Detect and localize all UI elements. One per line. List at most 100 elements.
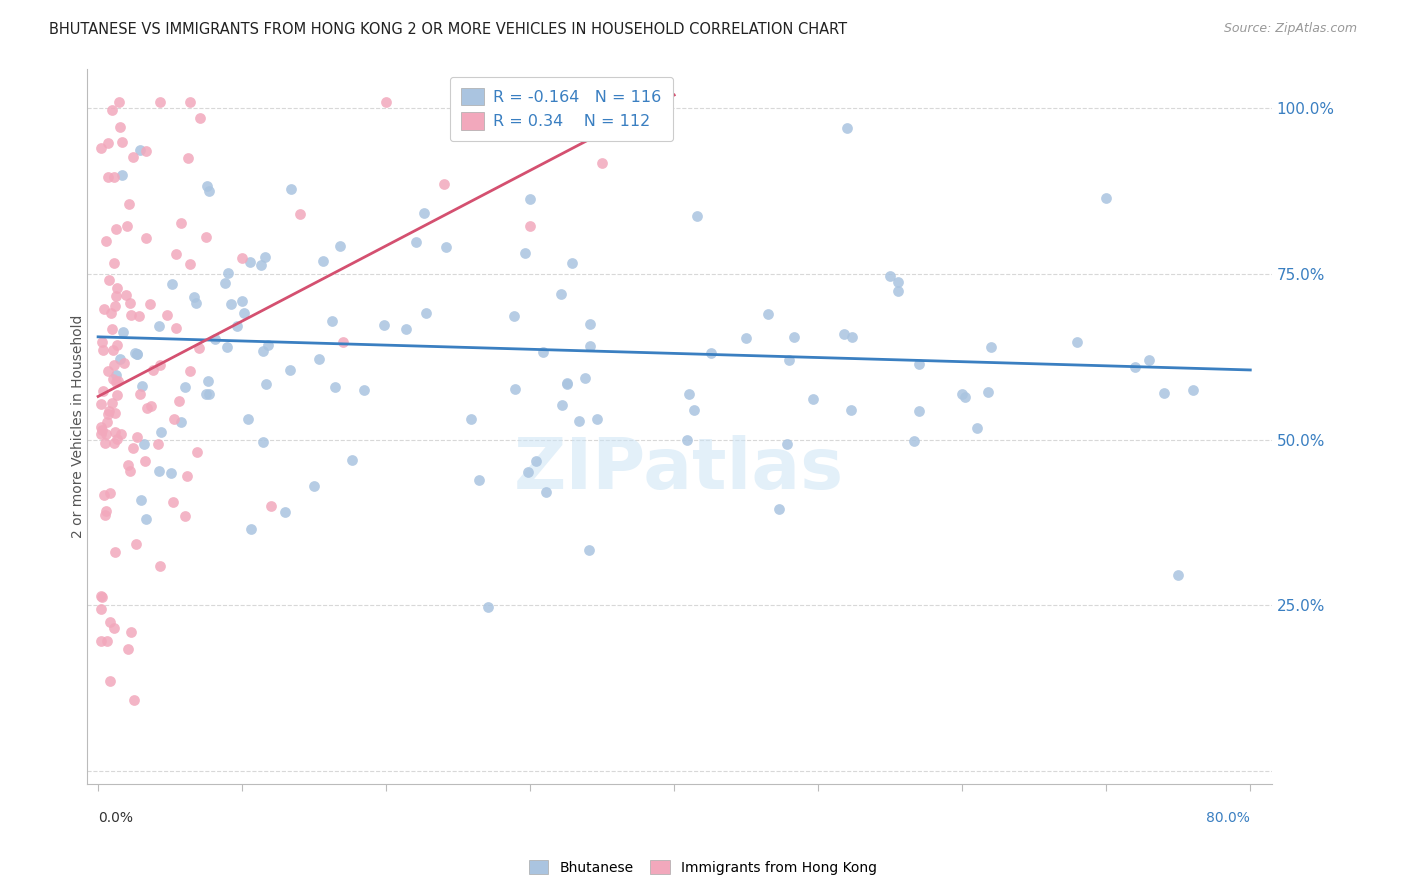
Point — [93, 488, 115, 502]
Point — [254, 376, 277, 391]
Point — [574, 371, 596, 385]
Point — [531, 345, 554, 359]
Point — [115, 219, 138, 233]
Point — [148, 318, 170, 333]
Point — [375, 95, 398, 109]
Point — [502, 309, 524, 323]
Point — [91, 384, 114, 398]
Point — [135, 231, 157, 245]
Point — [97, 169, 120, 184]
Point — [149, 358, 172, 372]
Point — [96, 634, 118, 648]
Point — [477, 599, 499, 614]
Point — [252, 344, 274, 359]
Point — [257, 338, 280, 352]
Text: 80.0%: 80.0% — [1206, 811, 1250, 824]
Point — [231, 294, 253, 309]
Point — [839, 403, 862, 417]
Point — [122, 693, 145, 707]
Point — [311, 254, 333, 268]
Point — [127, 347, 149, 361]
Point — [97, 407, 120, 421]
Point — [90, 420, 112, 434]
Point — [134, 437, 156, 451]
Point — [138, 297, 160, 311]
Point — [775, 437, 797, 451]
Point — [174, 509, 197, 524]
Point — [111, 169, 134, 183]
Point — [195, 386, 218, 401]
Point — [96, 427, 118, 442]
Point — [104, 545, 127, 559]
Point — [955, 390, 977, 404]
Point — [105, 280, 128, 294]
Point — [124, 346, 146, 360]
Point — [105, 289, 128, 303]
Point — [97, 364, 120, 378]
Point — [302, 478, 325, 492]
Point — [90, 634, 112, 648]
Point — [321, 314, 343, 328]
Point — [117, 458, 139, 473]
Point — [177, 151, 200, 165]
Point — [149, 559, 172, 574]
Point — [503, 382, 526, 396]
Point — [125, 537, 148, 551]
Point — [524, 454, 547, 468]
Point — [188, 342, 211, 356]
Point — [700, 345, 723, 359]
Point — [966, 421, 988, 435]
Point — [519, 192, 541, 206]
Point — [90, 591, 112, 605]
Point — [260, 499, 283, 513]
Point — [249, 258, 271, 272]
Point — [950, 387, 973, 401]
Point — [149, 425, 172, 439]
Point — [104, 368, 127, 383]
Point — [734, 331, 756, 345]
Point — [278, 362, 301, 376]
Point — [179, 363, 201, 377]
Point — [96, 235, 118, 249]
Point — [103, 359, 125, 373]
Point — [134, 454, 156, 468]
Point — [1181, 383, 1204, 397]
Point — [195, 229, 218, 244]
Point — [236, 412, 259, 426]
Point — [105, 433, 128, 447]
Point — [433, 178, 456, 192]
Point — [101, 343, 124, 357]
Point — [156, 308, 179, 322]
Point — [100, 305, 122, 319]
Point — [405, 235, 427, 250]
Point — [219, 296, 242, 310]
Point — [782, 330, 804, 344]
Point — [103, 435, 125, 450]
Point — [94, 504, 117, 518]
Point — [254, 250, 277, 264]
Point — [117, 641, 139, 656]
Point — [105, 375, 128, 389]
Point — [165, 247, 187, 261]
Point — [110, 427, 132, 442]
Point — [756, 308, 779, 322]
Point — [280, 181, 302, 195]
Point — [329, 239, 352, 253]
Point — [252, 434, 274, 449]
Point — [97, 136, 120, 150]
Point — [170, 216, 193, 230]
Point — [288, 207, 311, 221]
Point — [98, 404, 121, 418]
Point — [128, 309, 150, 323]
Point — [104, 299, 127, 313]
Point — [841, 330, 863, 344]
Point — [561, 256, 583, 270]
Point — [159, 466, 181, 480]
Point — [550, 286, 572, 301]
Point — [778, 353, 800, 368]
Point — [115, 288, 138, 302]
Point — [1123, 360, 1146, 375]
Point — [204, 332, 226, 346]
Text: 0.0%: 0.0% — [98, 811, 134, 824]
Point — [179, 257, 201, 271]
